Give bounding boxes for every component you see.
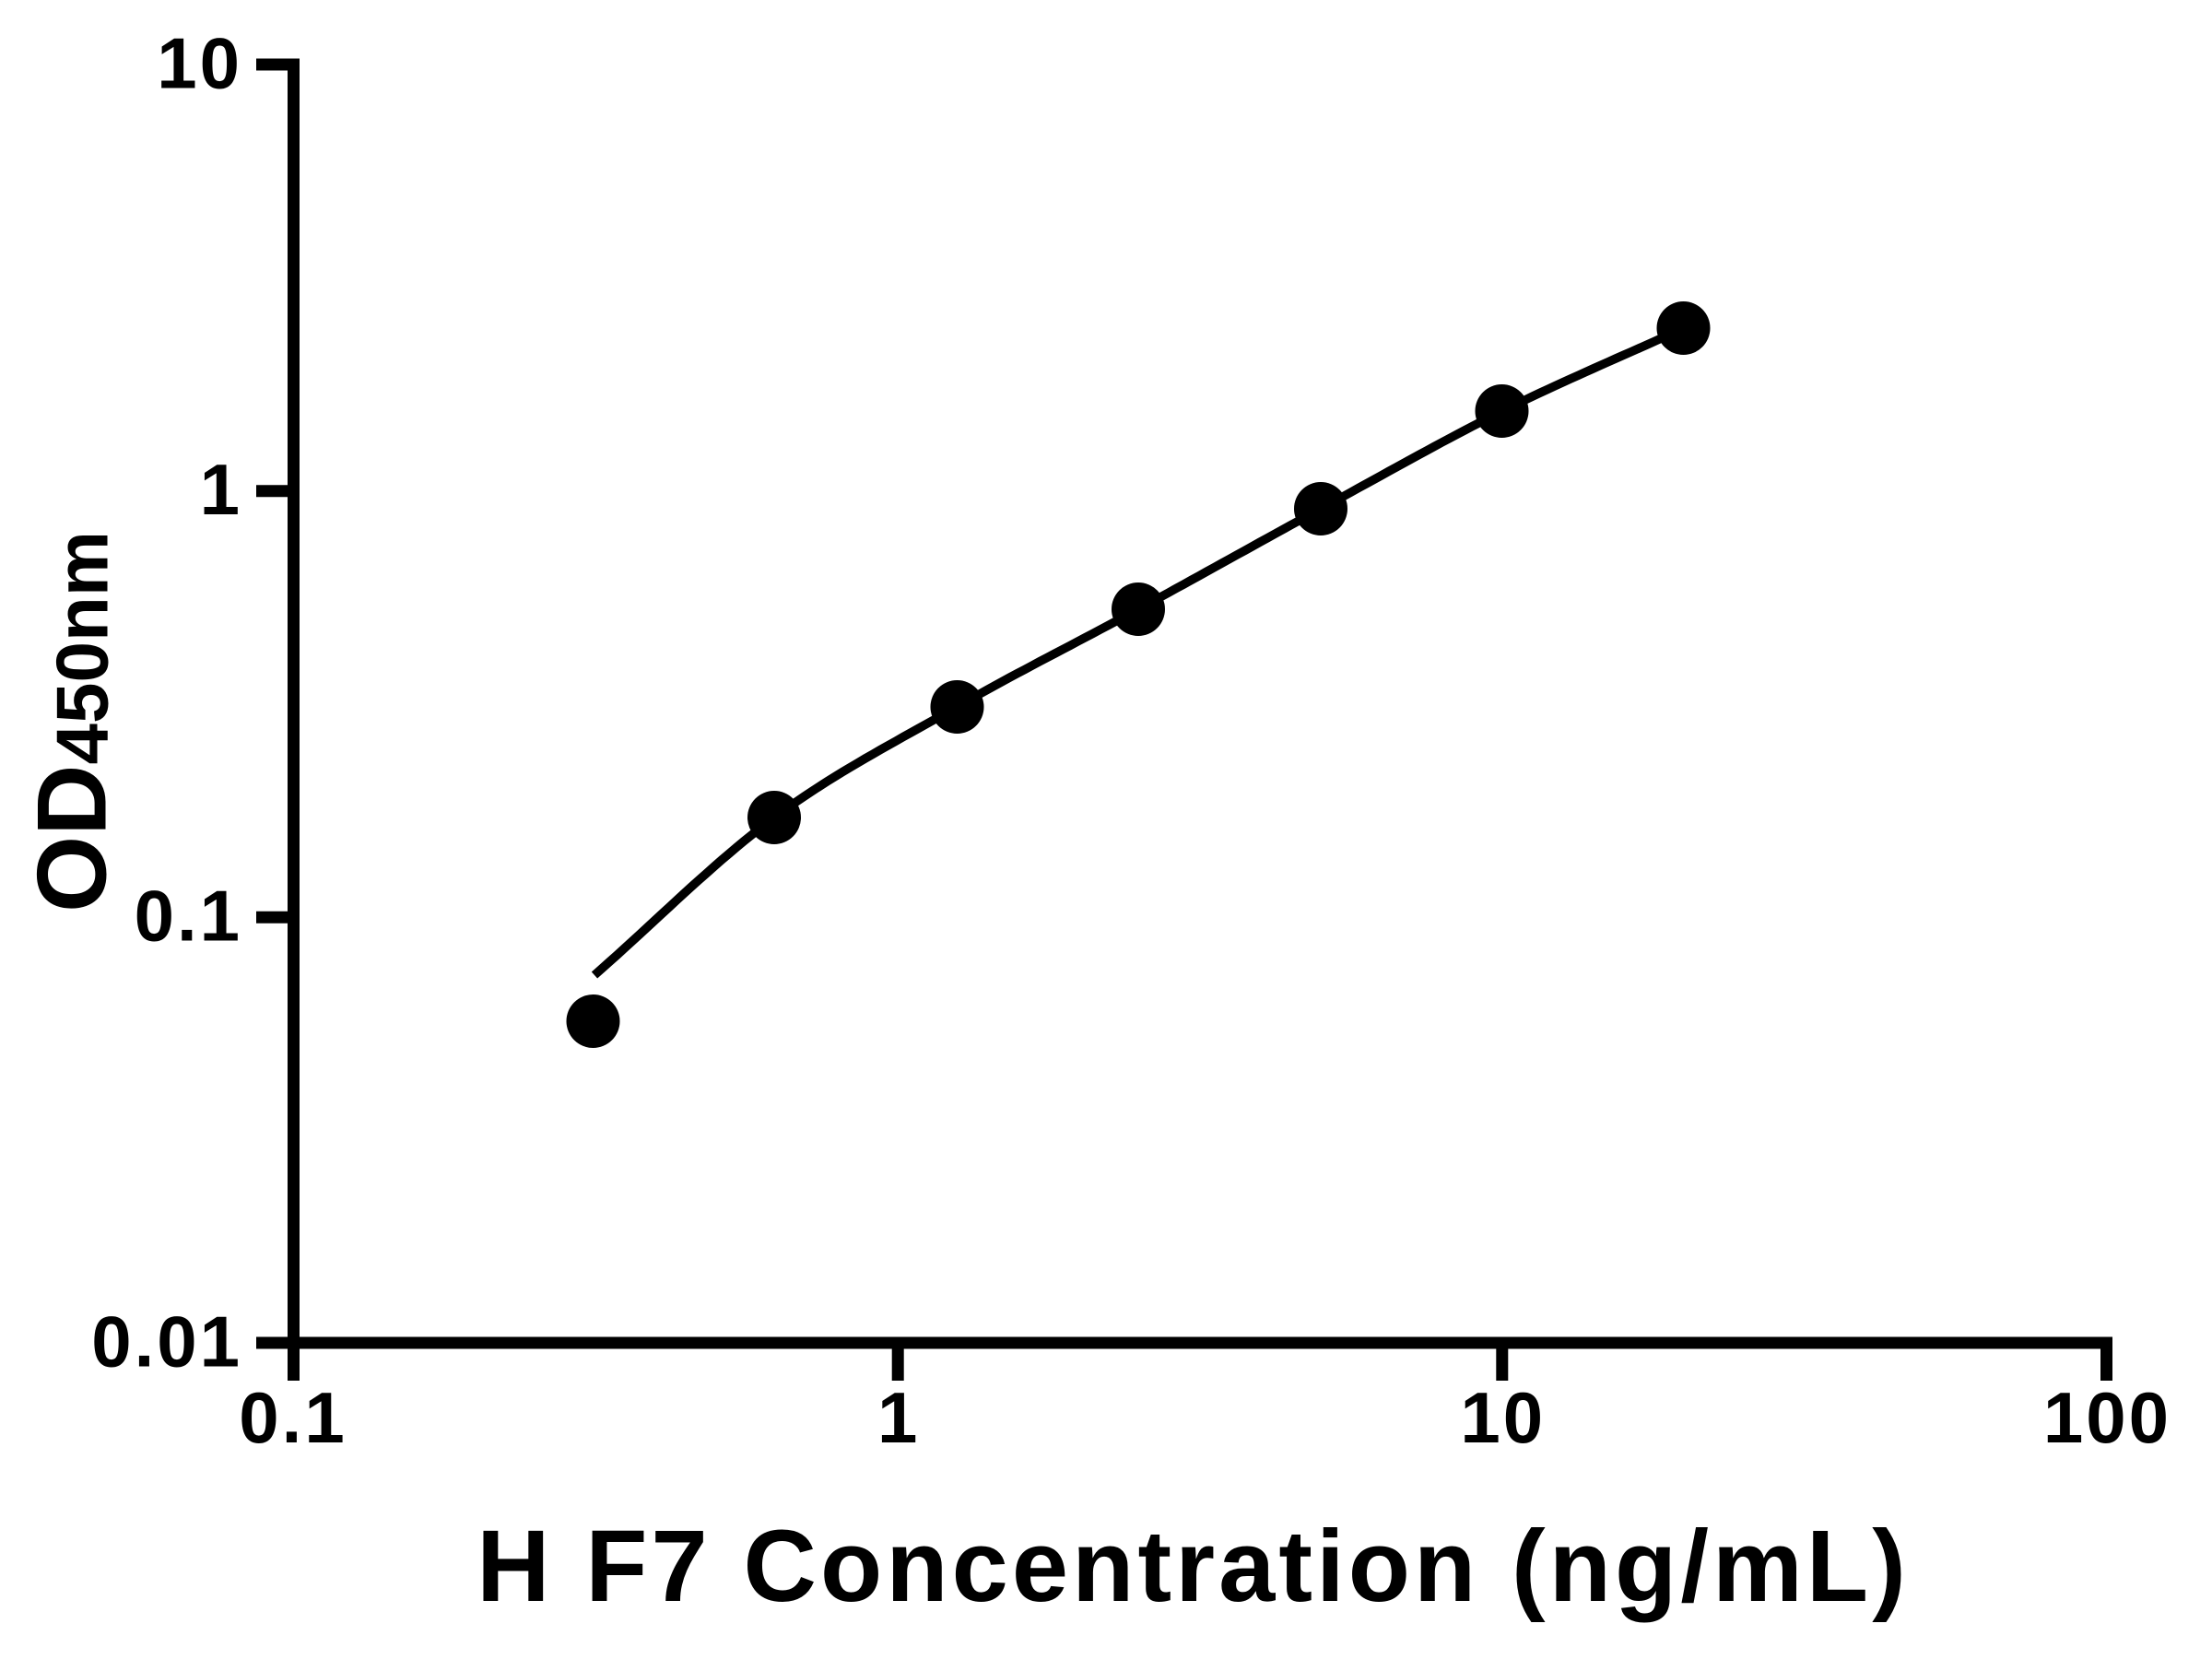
svg-text:1: 1 bbox=[200, 449, 242, 530]
svg-text:1: 1 bbox=[877, 1377, 920, 1458]
svg-text:OD450nm: OD450nm bbox=[17, 531, 127, 912]
svg-text:10: 10 bbox=[1460, 1377, 1546, 1458]
svg-text:100: 100 bbox=[2043, 1377, 2171, 1458]
svg-text:H F7 Concentration (ng/mL): H F7 Concentration (ng/mL) bbox=[477, 1510, 1910, 1623]
svg-text:0.1: 0.1 bbox=[135, 876, 242, 957]
svg-text:0.01: 0.01 bbox=[91, 1301, 242, 1382]
svg-text:0.1: 0.1 bbox=[239, 1377, 347, 1458]
svg-text:10: 10 bbox=[157, 23, 242, 104]
